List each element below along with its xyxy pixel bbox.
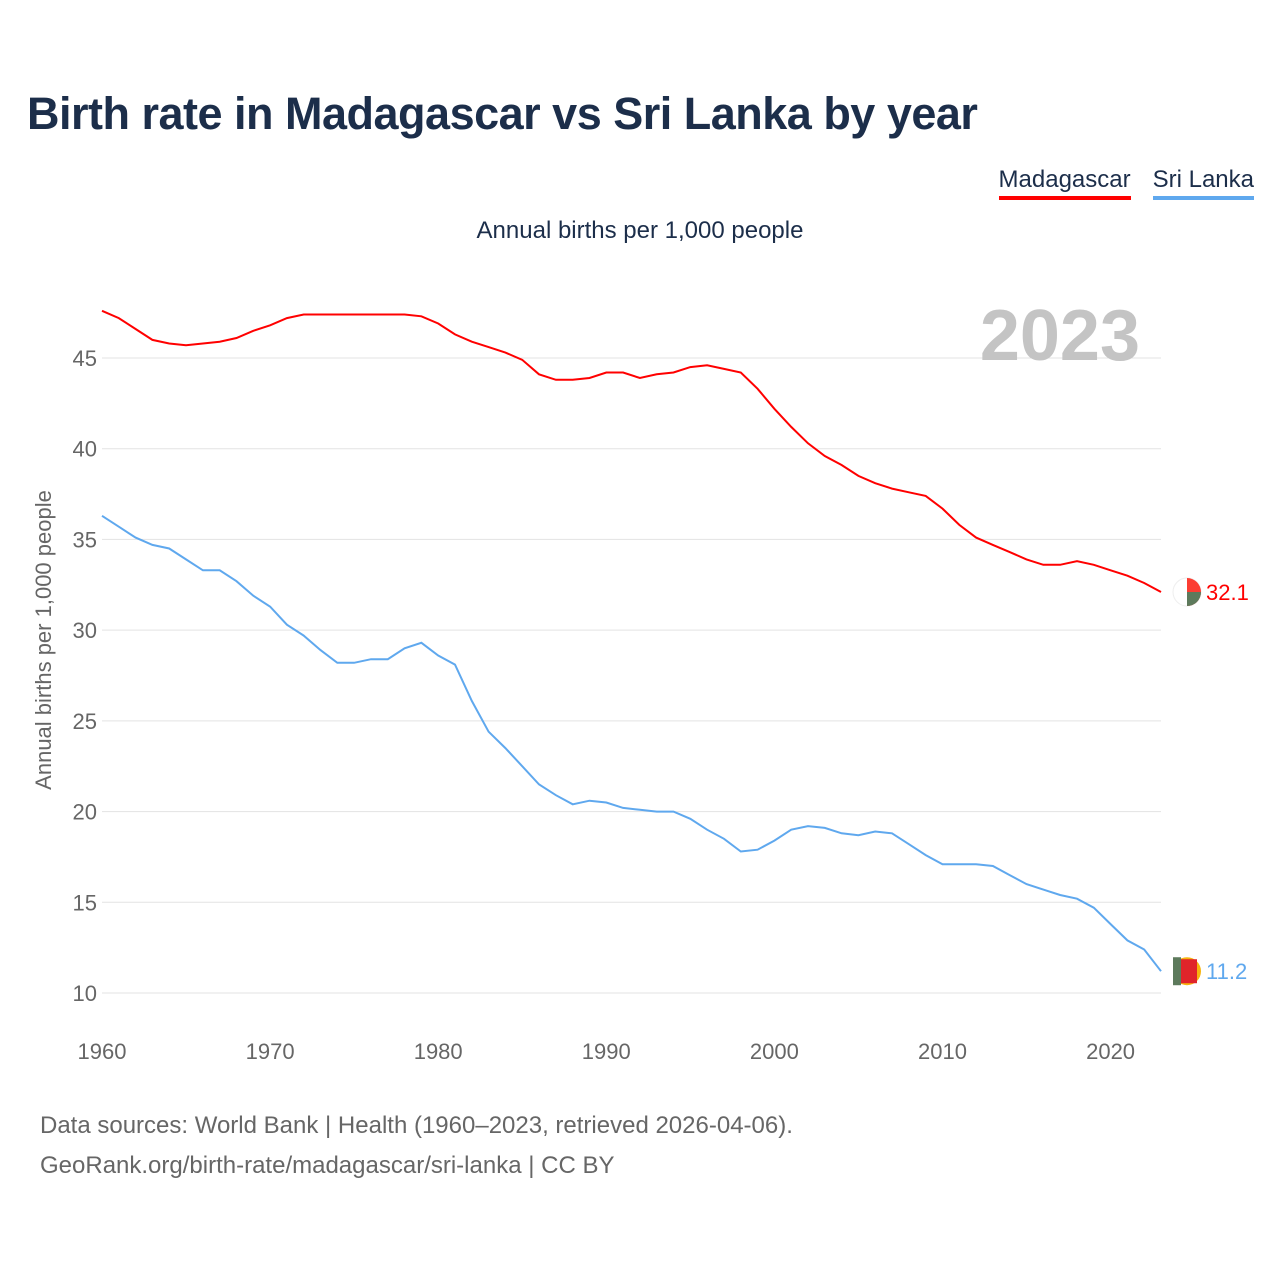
y-tick-label: 20	[73, 800, 97, 825]
legend-madagascar[interactable]: Madagascar	[998, 166, 1131, 200]
y-axis-label: Annual births per 1,000 people	[31, 490, 56, 790]
y-tick-label: 45	[73, 346, 97, 371]
x-tick-label: 1980	[414, 1039, 463, 1064]
chart-title: Birth rate in Madagascar vs Sri Lanka by…	[27, 88, 978, 139]
y-tick-label: 30	[73, 618, 97, 643]
legend-sri-lanka[interactable]: Sri Lanka	[1152, 166, 1254, 200]
y-tick-label: 25	[73, 709, 97, 734]
end-value-label: 32.1	[1206, 580, 1249, 605]
y-tick-label: 15	[73, 890, 97, 915]
x-tick-label: 1970	[246, 1039, 295, 1064]
y-tick-label: 35	[73, 527, 97, 552]
chart-subtitle: Annual births per 1,000 people	[476, 217, 804, 244]
footer: Data sources: World Bank | Health (1960–…	[40, 1106, 793, 1186]
x-tick-label: 2000	[750, 1039, 799, 1064]
year-watermark: 2023	[980, 296, 1140, 376]
end-value-label: 11.2	[1206, 959, 1247, 984]
x-tick-label: 2020	[1086, 1039, 1135, 1064]
x-tick-label: 2010	[918, 1039, 967, 1064]
series-line-madagascar	[101, 309, 1162, 593]
source-link[interactable]: GeoRank.org/birth-rate/madagascar/sri-la…	[40, 1152, 615, 1179]
y-tick-label: 10	[73, 981, 97, 1006]
x-tick-label: 1990	[582, 1039, 631, 1064]
series-line-sri-lanka	[101, 514, 1162, 972]
data-source: Data sources: World Bank | Health (1960–…	[40, 1112, 793, 1139]
y-tick-label: 40	[73, 437, 97, 462]
legend: Madagascar Sri Lanka	[998, 166, 1254, 200]
x-tick-label: 1960	[78, 1039, 127, 1064]
